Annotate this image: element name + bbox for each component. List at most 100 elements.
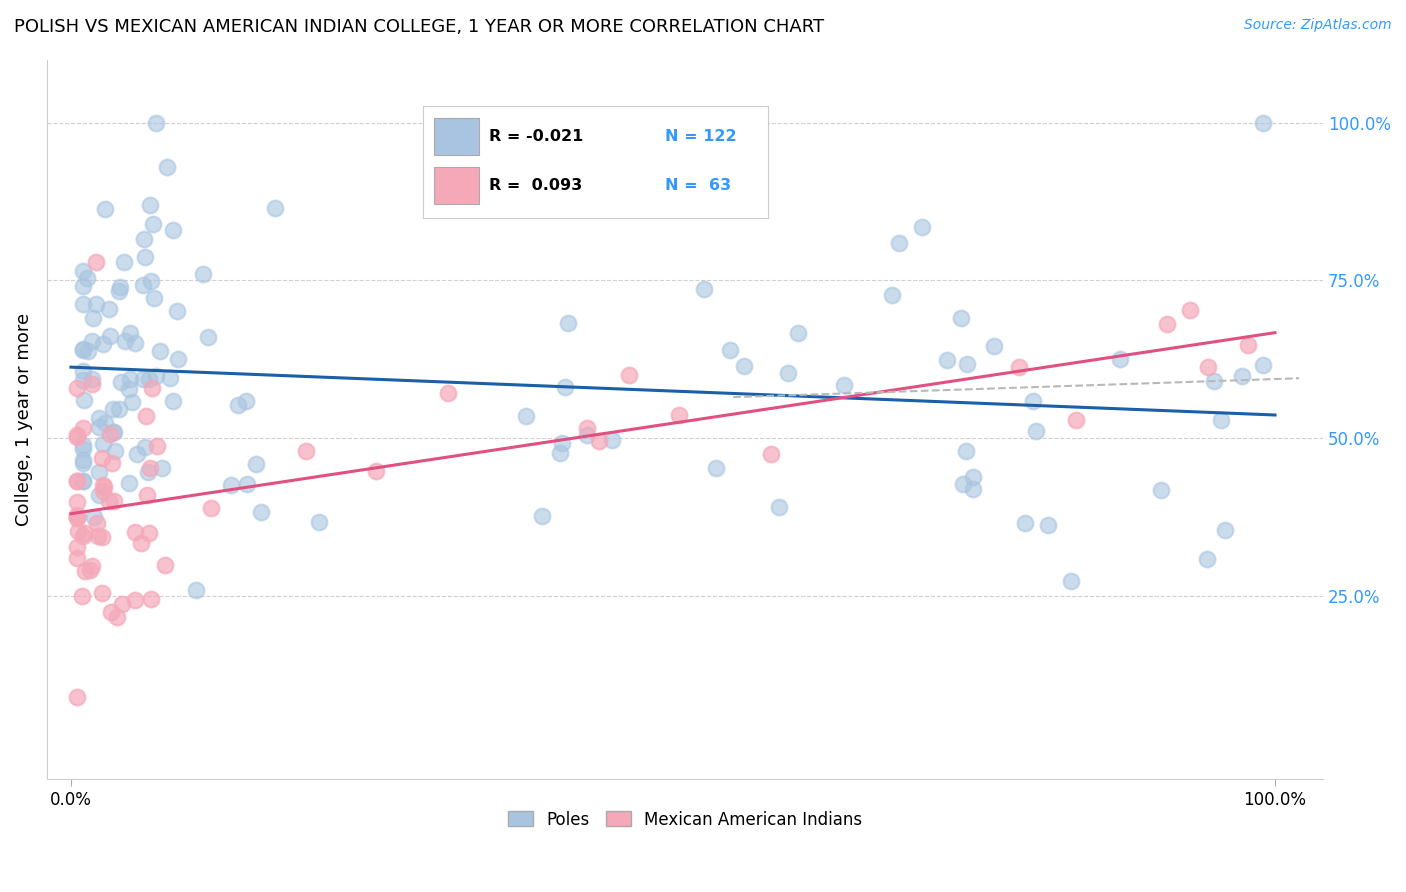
Point [1064,413,1087,427]
Point [550,446,572,460]
Point [100,605,122,619]
Point [889,236,911,251]
Text: POLISH VS MEXICAN AMERICAN INDIAN COLLEGE, 1 YEAR OR MORE CORRELATION CHART: POLISH VS MEXICAN AMERICAN INDIAN COLLEG… [14,18,824,36]
Point [1008,359,1031,374]
Point [440,124,463,138]
Point [111,597,134,611]
Point [101,456,124,470]
Point [149,343,172,358]
Point [768,500,790,515]
Point [66,381,89,395]
Point [79,563,101,577]
Point [600,433,623,447]
Point [124,593,146,607]
Point [145,368,167,383]
Point [112,254,135,268]
Point [1195,552,1218,566]
Point [1251,116,1274,130]
Point [197,329,219,343]
Point [66,495,89,509]
Point [308,515,330,529]
Point [1236,337,1258,351]
Point [250,505,273,519]
Point [619,368,641,382]
Point [101,401,124,416]
Point [166,304,188,318]
Point [94,202,117,217]
Point [66,475,89,489]
Point [118,326,141,340]
Point [77,344,100,359]
Point [155,558,177,572]
Point [73,392,96,407]
Point [124,525,146,540]
Point [588,434,610,448]
Point [150,461,173,475]
Point [76,271,98,285]
Point [72,373,94,387]
Point [82,372,104,386]
Point [1109,351,1132,366]
Point [118,372,141,386]
Point [66,510,89,524]
Point [576,421,599,435]
Point [693,282,716,296]
Point [162,394,184,409]
Point [72,421,94,435]
Point [1060,574,1083,588]
Point [139,274,162,288]
Point [110,280,132,294]
Point [66,427,89,442]
Point [75,564,97,578]
Point [162,223,184,237]
Point [82,310,104,325]
Point [97,494,120,508]
Point [97,301,120,316]
Point [1251,358,1274,372]
Point [962,470,984,484]
Point [132,277,155,292]
Point [294,444,316,458]
Point [880,288,903,302]
Point [515,409,537,423]
Point [226,398,249,412]
Point [101,425,124,440]
Point [66,475,89,489]
Point [141,381,163,395]
Point [718,343,741,357]
Point [364,464,387,478]
Point [219,478,242,492]
Point [117,382,139,396]
Point [759,447,782,461]
Point [1156,317,1178,331]
Point [1025,424,1047,438]
Point [87,466,110,480]
Point [733,359,755,374]
Point [1022,393,1045,408]
Point [834,378,856,392]
Point [1036,518,1059,533]
Point [110,375,132,389]
Point [134,440,156,454]
Point [75,525,97,540]
Point [1178,302,1201,317]
Point [956,357,979,371]
Point [72,343,94,357]
Point [1197,360,1219,375]
Legend: Poles, Mexican American Indians: Poles, Mexican American Indians [501,804,869,835]
Point [136,488,159,502]
Point [911,219,934,234]
Point [91,450,114,465]
Point [962,482,984,496]
Point [166,352,188,367]
Point [146,439,169,453]
Y-axis label: College, 1 year or more: College, 1 year or more [15,313,32,525]
Point [983,339,1005,353]
Point [72,364,94,378]
Point [134,232,156,246]
Point [235,477,257,491]
Point [124,335,146,350]
Point [138,372,160,386]
Point [86,516,108,530]
Point [91,484,114,499]
